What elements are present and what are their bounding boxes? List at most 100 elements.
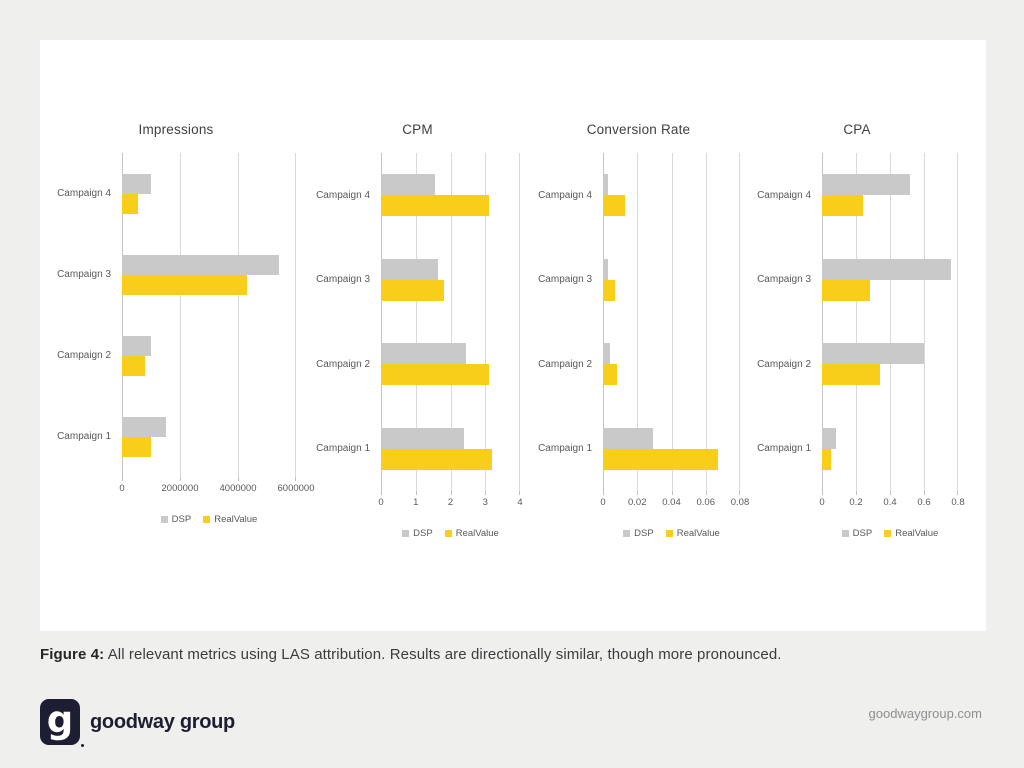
plot-area xyxy=(603,153,740,495)
bar-dsp xyxy=(381,174,435,196)
bar-realvalue xyxy=(822,195,863,217)
axis-tick xyxy=(637,491,639,495)
legend-swatch-icon xyxy=(841,530,849,537)
category-label: Campaign 1 xyxy=(757,443,811,455)
logo-wordmark: goodway group xyxy=(90,710,235,733)
x-axis-labels: 0 0.2 0.4 0.6 0.8 xyxy=(819,497,964,511)
category-label: Campaign 3 xyxy=(57,269,111,280)
category-label: Campaign 1 xyxy=(316,443,370,455)
chart-title-cpa: CPA xyxy=(843,122,871,137)
axis-tick-label: 3 xyxy=(482,497,488,508)
category-label: Campaign 3 xyxy=(757,274,811,286)
bar-realvalue xyxy=(822,279,870,301)
category-label: Campaign 2 xyxy=(538,358,592,370)
legend-label: RealValue xyxy=(895,528,939,539)
legend-item-realvalue: RealValue xyxy=(203,514,257,525)
x-axis-labels: 0 2000000 4000000 6000000 xyxy=(119,483,314,497)
category-label: Campaign 2 xyxy=(57,350,111,361)
chart-title-impressions: Impressions xyxy=(138,122,214,137)
chart-title-conversion-rate: Conversion Rate xyxy=(586,122,691,137)
axis-tick-label: 0.4 xyxy=(883,497,897,508)
bar-realvalue xyxy=(822,448,831,470)
bar-dsp xyxy=(122,254,279,275)
bar-realvalue xyxy=(122,274,247,295)
gridline xyxy=(295,153,296,477)
axis-tick xyxy=(381,491,382,495)
gridline xyxy=(519,153,520,491)
legend-item-dsp: DSP xyxy=(160,514,192,525)
goodway-group-logo: g goodway group xyxy=(40,698,235,747)
legend-swatch-icon xyxy=(665,530,673,537)
legend-swatch-icon xyxy=(402,530,410,537)
bar-realvalue xyxy=(381,195,489,217)
bar-realvalue xyxy=(122,355,146,376)
bar-realvalue xyxy=(603,195,626,217)
legend-label: DSP xyxy=(171,514,192,525)
legend-label: DSP xyxy=(413,528,433,539)
legend-item-dsp: DSP xyxy=(841,528,873,539)
category-label: Campaign 4 xyxy=(57,188,111,199)
legend-label: RealValue xyxy=(676,528,720,539)
x-axis-labels: 0 1 2 3 4 xyxy=(378,497,523,511)
gridline xyxy=(637,153,639,491)
category-label: Campaign 4 xyxy=(316,189,370,201)
legend-item-dsp: DSP xyxy=(402,528,433,539)
legend-swatch-icon xyxy=(444,530,452,537)
axis-tick-label: 1 xyxy=(413,497,419,508)
bar-dsp xyxy=(381,343,467,365)
gridline xyxy=(603,153,604,491)
bar-dsp xyxy=(603,258,609,280)
registered-mark-dot xyxy=(81,744,84,747)
axis-tick-label: 4000000 xyxy=(219,483,257,494)
axis-tick-label: 0 xyxy=(119,483,125,494)
gridline xyxy=(957,153,958,491)
axis-tick xyxy=(519,491,520,495)
axis-tick xyxy=(603,491,604,495)
bar-dsp xyxy=(603,343,610,365)
legend-swatch-icon xyxy=(884,530,892,537)
y-axis-labels: Campaign 4 Campaign 3 Campaign 2 Campaign 1 xyxy=(537,153,603,491)
axis-tick xyxy=(856,491,857,495)
chart-body: Campaign 4 Campaign 3 Campaign 2 Campaign 1 xyxy=(315,153,520,495)
bar-dsp xyxy=(603,427,653,449)
category-label: Campaign 4 xyxy=(538,189,592,201)
category-label: Campaign 4 xyxy=(757,189,811,201)
gridline xyxy=(450,153,452,491)
gridline xyxy=(822,153,823,491)
legend-swatch-icon xyxy=(623,530,631,537)
gridline xyxy=(415,153,417,491)
axis-tick-label: 6000000 xyxy=(277,483,315,494)
legend-label: DSP xyxy=(852,528,873,539)
bar-dsp xyxy=(122,416,166,437)
plot-area xyxy=(822,153,958,495)
logo-glyph: g xyxy=(46,698,74,741)
bar-realvalue xyxy=(122,436,151,457)
axis-tick-label: 0.08 xyxy=(730,497,750,508)
chart-legend: DSP RealValue xyxy=(381,528,520,539)
axis-tick xyxy=(890,491,891,495)
legend-item-realvalue: RealValue xyxy=(665,528,720,539)
y-axis-labels: Campaign 4 Campaign 3 Campaign 2 Campaign 1 xyxy=(315,153,381,491)
bar-realvalue xyxy=(122,193,138,214)
axis-tick-label: 0 xyxy=(378,497,384,508)
axis-tick xyxy=(739,491,740,495)
axis-tick xyxy=(671,491,673,495)
chart-legend: DSP RealValue xyxy=(822,528,958,539)
chart-title-cpm: CPM xyxy=(402,122,433,137)
bar-dsp xyxy=(122,173,151,194)
bar-realvalue xyxy=(603,448,718,470)
legend-swatch-icon xyxy=(203,516,211,523)
axis-tick xyxy=(122,477,123,481)
gridline xyxy=(671,153,673,491)
axis-tick-label: 4 xyxy=(517,497,523,508)
y-axis-labels: Campaign 4 Campaign 3 Campaign 2 Campaign 1 xyxy=(56,153,122,477)
chart-conversion-rate: Conversion Rate Campaign 4 Campaign 3 Campa… xyxy=(537,120,749,539)
chart-cpm: CPM Campaign 4 Campaign 3 Campaign 2 Campaig… xyxy=(315,120,523,539)
legend-item-realvalue: RealValue xyxy=(444,528,499,539)
chart-body: Campaign 4 Campaign 3 Campaign 2 Campaign 1 xyxy=(756,153,958,495)
bar-realvalue xyxy=(603,279,615,301)
bar-realvalue xyxy=(822,364,880,386)
chart-legend: DSP RealValue xyxy=(122,514,296,525)
axis-tick-label: 0.8 xyxy=(951,497,965,508)
